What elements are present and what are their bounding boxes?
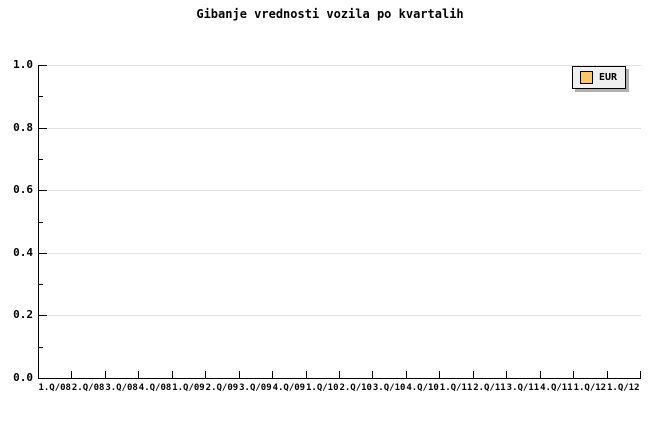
x-major-tick (540, 371, 541, 378)
chart-title: Gibanje vrednosti vozila po kvartalih (196, 7, 464, 21)
y-tick-label: 0.2 (13, 308, 33, 321)
y-major-tick (39, 190, 47, 191)
x-tick-label: 3.Q/08 (105, 383, 138, 393)
x-major-tick (239, 371, 240, 378)
y-major-tick (39, 253, 47, 254)
x-major-tick (71, 371, 72, 378)
x-tick-label: 1.Q/08 (38, 383, 71, 393)
y-tick-label: 1.0 (13, 58, 33, 71)
x-tick-label: 2.Q/10 (339, 383, 372, 393)
y-major-tick (39, 128, 47, 129)
x-major-tick (306, 371, 307, 378)
x-major-tick (172, 371, 173, 378)
x-tick-label: 1.Q/09 (172, 383, 205, 393)
x-major-tick (640, 371, 641, 378)
legend-swatch-eur (580, 71, 593, 84)
y-axis-labels: 0.0 0.2 0.4 0.6 0.8 1.0 (0, 59, 33, 384)
y-minor-tick (39, 96, 43, 97)
x-major-tick (439, 371, 440, 378)
x-tick-label: 3.Q/09 (239, 383, 272, 393)
y-tick-label: 0.8 (13, 121, 33, 134)
x-tick-label: 1.Q/11 (439, 383, 473, 393)
x-axis-labels: 1.Q/08 2.Q/08 3.Q/08 4.Q/08 1.Q/09 2.Q/09 3.Q/… (38, 383, 640, 397)
plot-area (38, 65, 641, 379)
x-tick-label: 1.Q/12 (573, 383, 607, 393)
legend: EUR (572, 66, 627, 89)
y-tick-label: 0.4 (13, 246, 33, 259)
x-major-tick (473, 371, 474, 378)
x-major-tick (205, 371, 206, 378)
x-major-tick (406, 371, 407, 378)
x-tick-label: 2.Q/09 (205, 383, 239, 393)
x-tick-label: 4.Q/08 (138, 383, 172, 393)
x-major-tick (272, 371, 273, 378)
y-minor-tick (39, 347, 43, 348)
y-tick-label: 0.6 (13, 183, 33, 196)
x-major-tick (138, 371, 139, 378)
gridline (39, 128, 641, 129)
x-major-tick (607, 371, 608, 378)
y-minor-tick (39, 159, 43, 160)
y-minor-tick (39, 222, 43, 223)
x-major-tick (372, 371, 373, 378)
x-major-tick (506, 371, 507, 378)
gridline (39, 65, 641, 66)
x-tick-label: 3.Q/11 (506, 383, 540, 393)
x-tick-label: 2.Q/08 (71, 383, 105, 393)
x-tick-label: 3.Q/10 (372, 383, 406, 393)
x-major-tick (105, 371, 106, 378)
gridline (39, 315, 641, 316)
x-major-tick (339, 371, 340, 378)
legend-label-eur: EUR (599, 72, 618, 83)
x-tick-label: 1.Q/12 (607, 383, 640, 393)
y-minor-tick (39, 284, 43, 285)
x-tick-label: 1.Q/10 (306, 383, 339, 393)
x-tick-label: 2.Q/11 (473, 383, 506, 393)
y-major-tick (39, 65, 47, 66)
x-major-tick (573, 371, 574, 378)
gridline (39, 190, 641, 191)
y-tick-label: 0.0 (13, 371, 33, 384)
x-tick-label: 4.Q/10 (406, 383, 439, 393)
x-tick-label: 4.Q/11 (540, 383, 573, 393)
x-tick-label: 4.Q/09 (272, 383, 306, 393)
y-major-tick (39, 315, 47, 316)
gridline (39, 253, 641, 254)
